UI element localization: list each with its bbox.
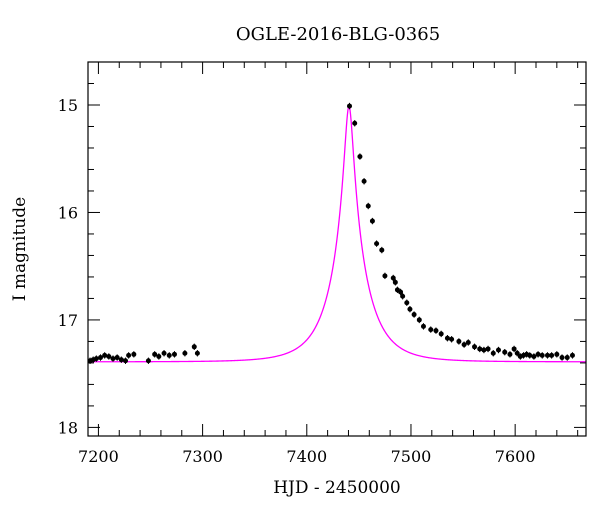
data-point: [428, 327, 434, 333]
data-point: [416, 317, 422, 323]
data-point: [527, 352, 533, 358]
data-point: [485, 346, 491, 352]
data-point: [531, 353, 537, 359]
data-point: [495, 347, 501, 353]
data-point: [365, 203, 371, 209]
x-tick-label: 7200: [78, 447, 119, 466]
data-point: [411, 312, 417, 318]
data-point: [502, 349, 508, 355]
data-point: [166, 352, 172, 358]
data-point: [398, 289, 404, 295]
data-point: [438, 331, 444, 337]
data-point: [433, 328, 439, 334]
y-tick-label: 18: [58, 418, 78, 437]
x-axis-label: HJD - 2450000: [273, 478, 401, 498]
data-point: [490, 350, 496, 356]
data-point: [123, 358, 129, 364]
data-point: [106, 353, 112, 359]
data-point: [404, 300, 410, 306]
data-point: [131, 351, 137, 357]
data-point: [465, 340, 471, 345]
data-point: [535, 351, 541, 357]
data-point: [554, 351, 560, 357]
data-point: [472, 344, 478, 350]
data-point: [390, 275, 396, 281]
data-point: [161, 350, 167, 356]
x-tick-label: 7600: [495, 447, 536, 466]
data-point: [382, 273, 388, 279]
data-point: [400, 293, 406, 299]
model-curve: [88, 104, 586, 363]
data-point: [539, 352, 545, 358]
data-point: [357, 154, 363, 160]
data-point: [481, 347, 487, 353]
data-point: [374, 241, 380, 247]
x-tick-label: 7500: [391, 447, 432, 466]
data-point: [156, 353, 162, 359]
data-point: [191, 344, 197, 350]
y-tick-label: 17: [58, 311, 78, 330]
data-point: [347, 103, 353, 109]
data-point: [569, 352, 575, 358]
y-tick-label: 16: [58, 203, 78, 222]
data-point: [549, 352, 555, 358]
data-point: [511, 346, 517, 352]
data-point: [361, 178, 367, 184]
y-axis-label: I magnitude: [10, 197, 30, 301]
data-point: [444, 335, 450, 341]
data-point: [171, 351, 177, 357]
plot-frame: [87, 61, 587, 437]
data-point: [369, 218, 375, 224]
chart-title: OGLE-2016-BLG-0365: [236, 24, 440, 45]
data-point: [110, 356, 116, 362]
data-point: [118, 357, 124, 363]
data-point: [98, 355, 104, 361]
data-point: [182, 350, 188, 356]
data-point: [507, 351, 513, 357]
data-point: [559, 355, 565, 361]
data-point: [420, 323, 426, 329]
data-point: [352, 120, 358, 126]
data-point: [145, 358, 151, 364]
data-point: [514, 350, 520, 356]
data-point: [194, 350, 200, 356]
data-point: [544, 352, 550, 358]
data-point: [93, 356, 99, 362]
y-tick-label: 15: [58, 96, 78, 115]
data-point: [407, 306, 413, 312]
data-point: [477, 346, 483, 352]
x-tick-label: 7300: [182, 447, 223, 466]
data-point: [102, 352, 108, 358]
data-point: [114, 355, 120, 361]
data-point: [152, 351, 158, 357]
data-point: [126, 352, 132, 358]
data-point: [456, 338, 462, 344]
data-point: [564, 355, 570, 361]
x-tick-label: 7400: [286, 447, 327, 466]
data-point: [379, 247, 385, 253]
data-point: [461, 342, 467, 348]
data-point: [392, 279, 398, 285]
plot-area: [87, 102, 586, 364]
data-point: [449, 336, 455, 342]
